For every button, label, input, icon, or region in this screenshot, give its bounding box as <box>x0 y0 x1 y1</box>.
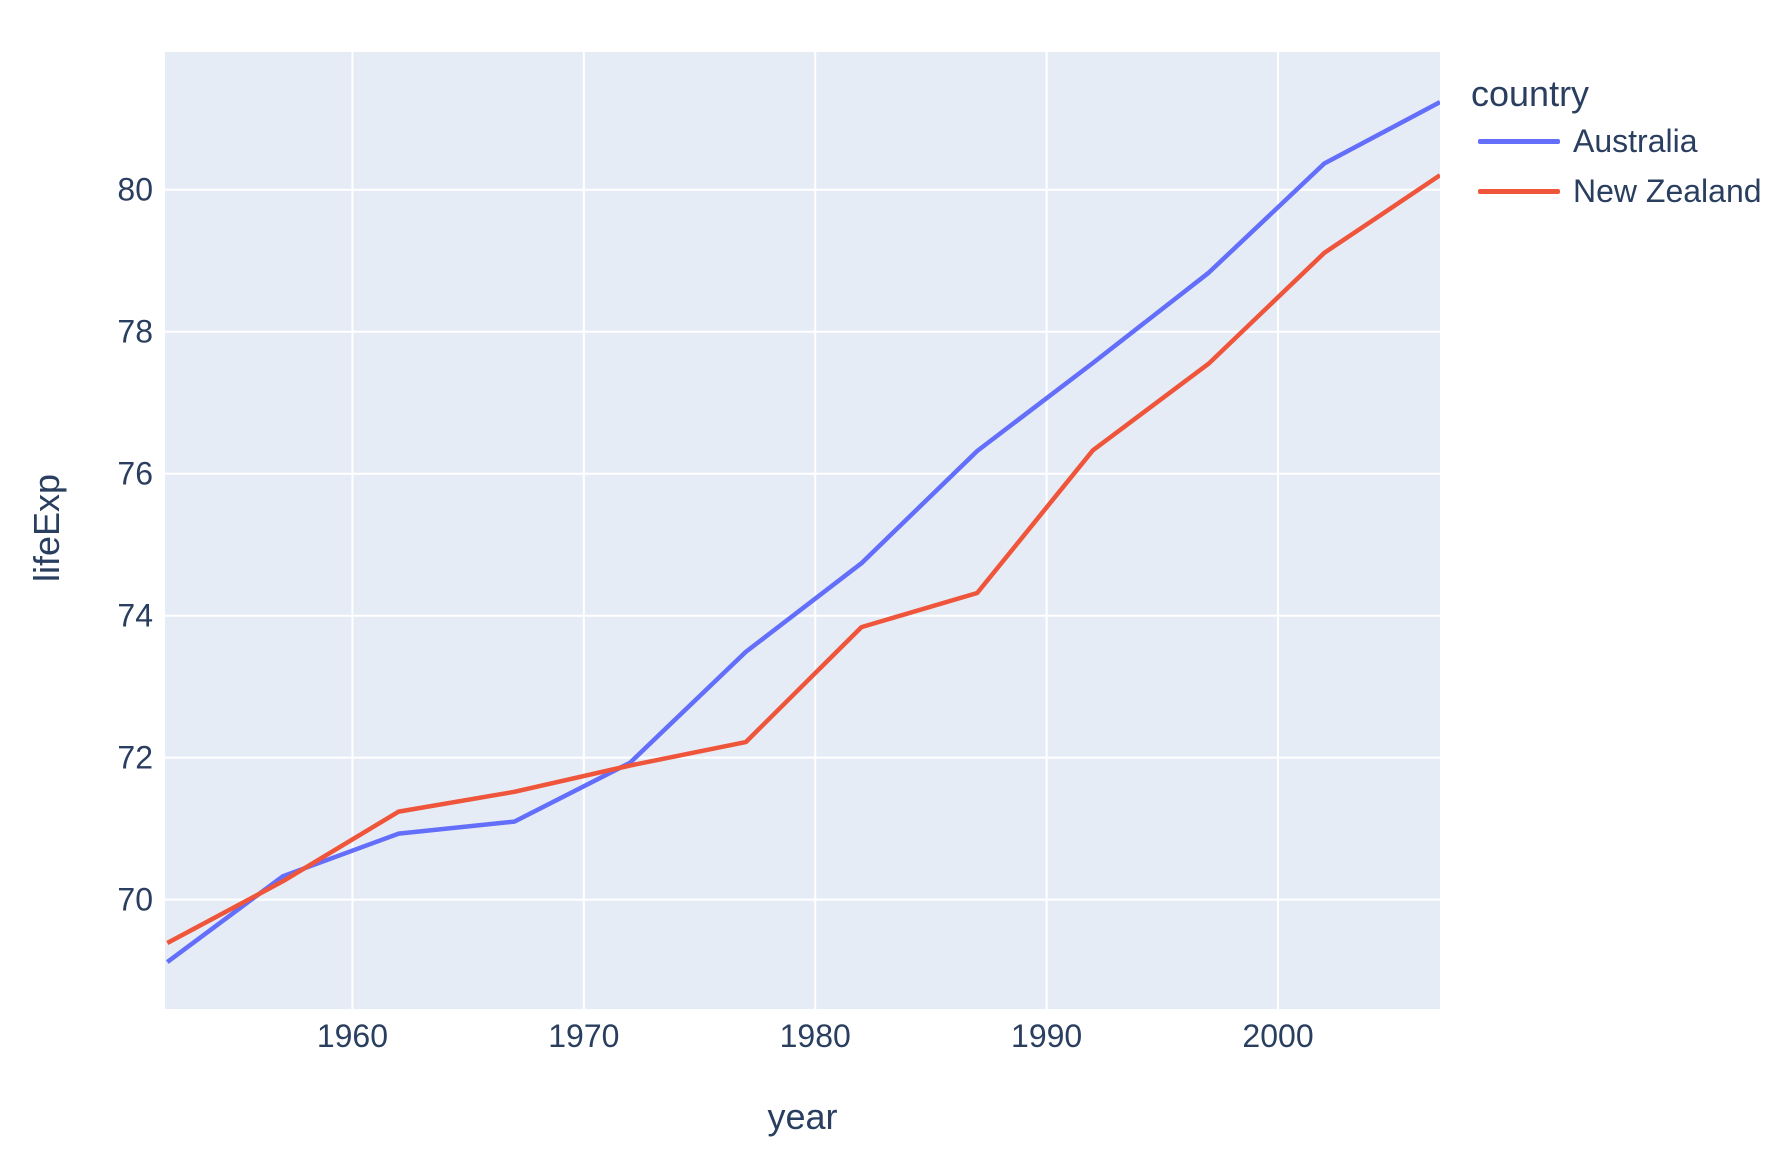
y-tick-label: 76 <box>117 456 153 492</box>
legend-items: Australia New Zealand <box>1471 116 1762 216</box>
series-line-new-zealand[interactable] <box>166 173 1440 945</box>
legend: country Australia New Zealand <box>1471 72 1762 216</box>
x-axis-title: year <box>767 1096 838 1137</box>
legend-line-swatch <box>1478 138 1560 144</box>
y-tick-label: 72 <box>117 740 153 776</box>
y-axis-title: lifeExp <box>26 473 67 583</box>
x-tick-label: 1990 <box>1011 1018 1082 1054</box>
x-tick-label: 1970 <box>548 1018 619 1054</box>
legend-item-australia[interactable]: Australia <box>1471 116 1762 166</box>
y-tick-label: 74 <box>117 598 153 634</box>
series-line-australia[interactable] <box>165 100 1440 964</box>
legend-line-swatch <box>1478 188 1560 194</box>
y-tick-label: 78 <box>117 314 153 350</box>
plot-background <box>165 52 1440 1009</box>
x-tick-label: 2000 <box>1242 1018 1313 1054</box>
legend-item-label: Australia <box>1573 122 1698 159</box>
y-tick-label: 70 <box>117 882 153 918</box>
legend-item-label: New Zealand <box>1573 172 1762 209</box>
x-tick-label: 1980 <box>780 1018 851 1054</box>
legend-title: country <box>1471 73 1590 114</box>
x-tick-label: 1960 <box>317 1018 388 1054</box>
y-tick-label: 80 <box>117 172 153 208</box>
legend-item-new-zealand[interactable]: New Zealand <box>1471 166 1762 216</box>
